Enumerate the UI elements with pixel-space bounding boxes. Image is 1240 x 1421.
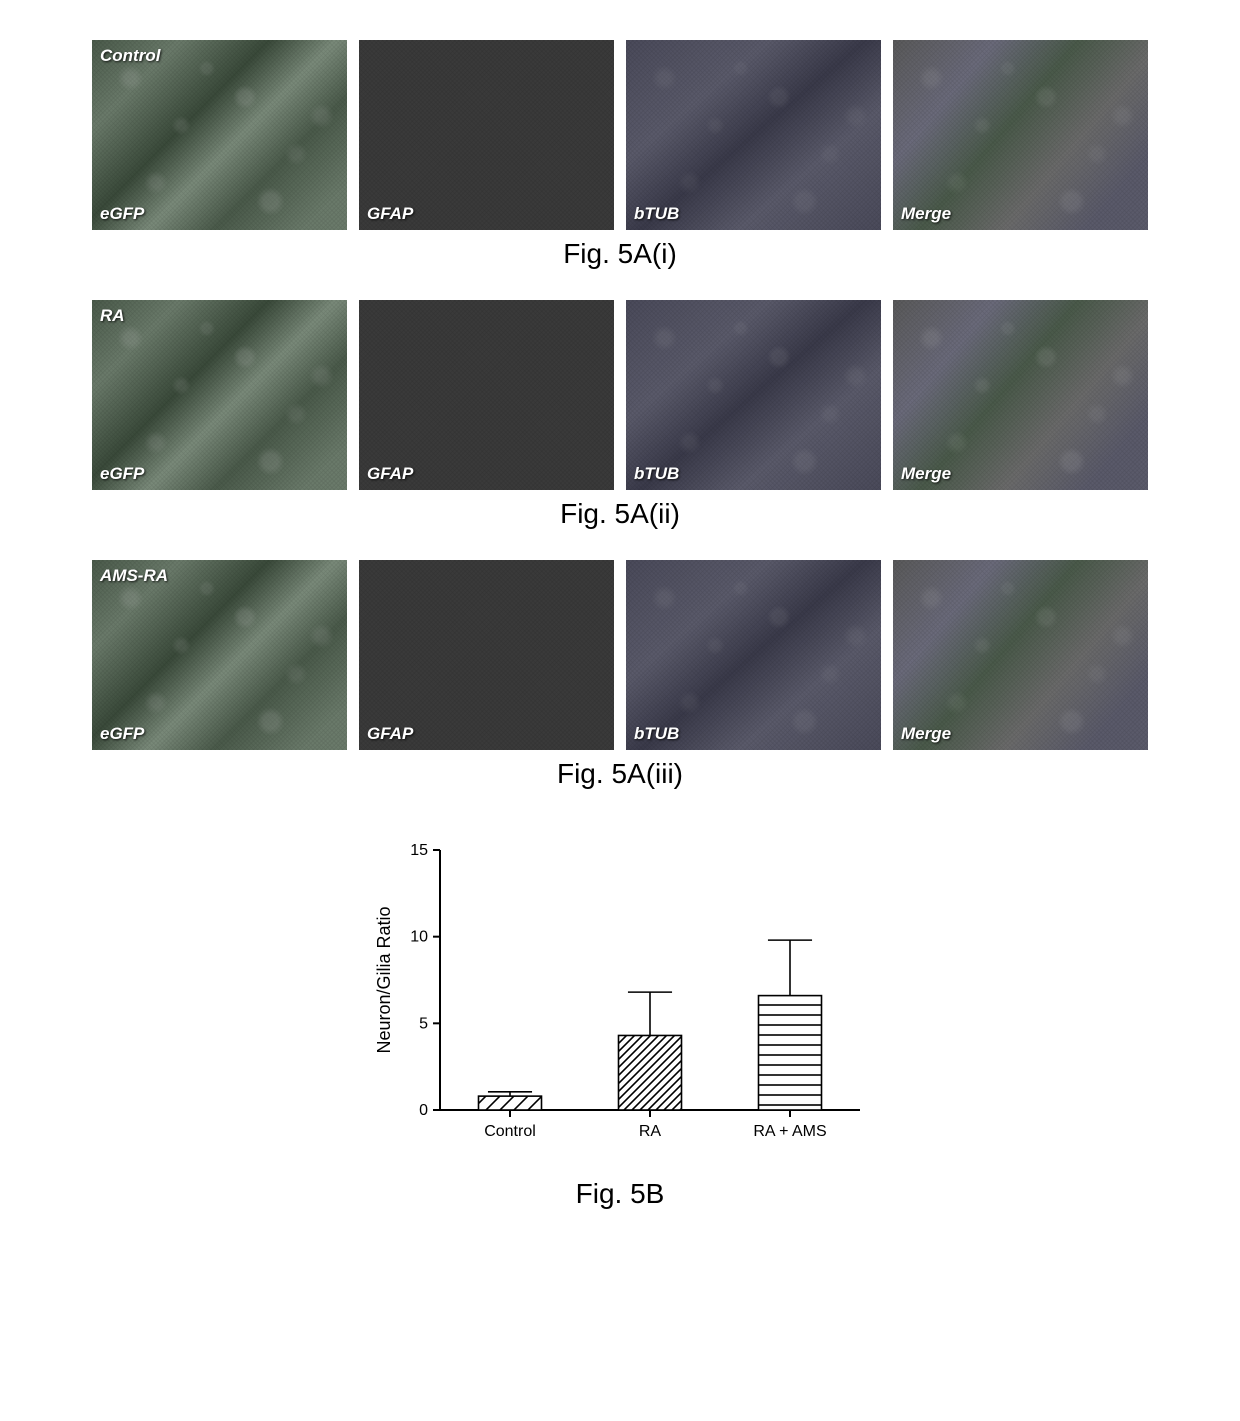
svg-text:0: 0 xyxy=(419,1102,428,1119)
micrograph-row-iii: AMS-RA eGFP GFAP bTUB Merge Fig. 5A(iii) xyxy=(92,560,1148,790)
channel-label: eGFP xyxy=(100,464,144,484)
cell-overlay xyxy=(92,560,347,750)
channel-label: bTUB xyxy=(634,464,679,484)
panel-amsra-merge: Merge xyxy=(893,560,1148,750)
panel-amsra-btub: bTUB xyxy=(626,560,881,750)
condition-label: RA xyxy=(100,306,125,326)
channel-label: bTUB xyxy=(634,204,679,224)
condition-label: Control xyxy=(100,46,160,66)
caption-5b: Fig. 5B xyxy=(576,1178,665,1210)
svg-text:Neuron/Gilia Ratio: Neuron/Gilia Ratio xyxy=(374,906,394,1053)
texture-overlay xyxy=(359,300,614,490)
panel-amsra-gfap: GFAP xyxy=(359,560,614,750)
panel-control-merge: Merge xyxy=(893,40,1148,230)
caption-5aiii: Fig. 5A(iii) xyxy=(557,758,683,790)
svg-text:10: 10 xyxy=(410,929,428,946)
panel-control-btub: bTUB xyxy=(626,40,881,230)
channel-label: Merge xyxy=(901,464,951,484)
channel-label: bTUB xyxy=(634,724,679,744)
cell-overlay xyxy=(92,300,347,490)
cell-overlay xyxy=(893,40,1148,230)
panel-amsra-egfp: AMS-RA eGFP xyxy=(92,560,347,750)
bar-chart: 0 5 10 15 Neuron/Gilia Ratio Control RA RA + AM… xyxy=(360,830,880,1170)
micrograph-row-i: Control eGFP GFAP bTUB Merge Fig. 5A(i) xyxy=(92,40,1148,270)
cell-overlay xyxy=(893,300,1148,490)
cell-overlay xyxy=(893,560,1148,750)
panels-row-ii: RA eGFP GFAP bTUB Merge xyxy=(92,300,1148,490)
panels-row-i: Control eGFP GFAP bTUB Merge xyxy=(92,40,1148,230)
cell-overlay xyxy=(626,560,881,750)
svg-text:RA: RA xyxy=(639,1123,662,1140)
channel-label: GFAP xyxy=(367,724,413,744)
channel-label: GFAP xyxy=(367,464,413,484)
figure-container: Control eGFP GFAP bTUB Merge Fig. 5A(i) xyxy=(20,20,1220,1210)
condition-label: AMS-RA xyxy=(100,566,168,586)
micrograph-row-ii: RA eGFP GFAP bTUB Merge Fig. 5A(ii) xyxy=(92,300,1148,530)
svg-text:5: 5 xyxy=(419,1015,428,1032)
panel-control-egfp: Control eGFP xyxy=(92,40,347,230)
svg-text:Control: Control xyxy=(484,1123,536,1140)
panel-ra-gfap: GFAP xyxy=(359,300,614,490)
channel-label: eGFP xyxy=(100,724,144,744)
svg-text:RA + AMS: RA + AMS xyxy=(753,1123,826,1140)
channel-label: Merge xyxy=(901,204,951,224)
cell-overlay xyxy=(626,300,881,490)
texture-overlay xyxy=(359,560,614,750)
caption-5aii: Fig. 5A(ii) xyxy=(560,498,680,530)
panel-ra-btub: bTUB xyxy=(626,300,881,490)
svg-text:15: 15 xyxy=(410,842,428,859)
texture-overlay xyxy=(359,40,614,230)
cell-overlay xyxy=(626,40,881,230)
caption-5ai: Fig. 5A(i) xyxy=(563,238,677,270)
cell-overlay xyxy=(92,40,347,230)
panel-ra-merge: Merge xyxy=(893,300,1148,490)
panel-control-gfap: GFAP xyxy=(359,40,614,230)
channel-label: Merge xyxy=(901,724,951,744)
chart-container: 0 5 10 15 Neuron/Gilia Ratio Control RA RA + AM… xyxy=(360,830,880,1210)
panels-row-iii: AMS-RA eGFP GFAP bTUB Merge xyxy=(92,560,1148,750)
channel-label: GFAP xyxy=(367,204,413,224)
channel-label: eGFP xyxy=(100,204,144,224)
panel-ra-egfp: RA eGFP xyxy=(92,300,347,490)
